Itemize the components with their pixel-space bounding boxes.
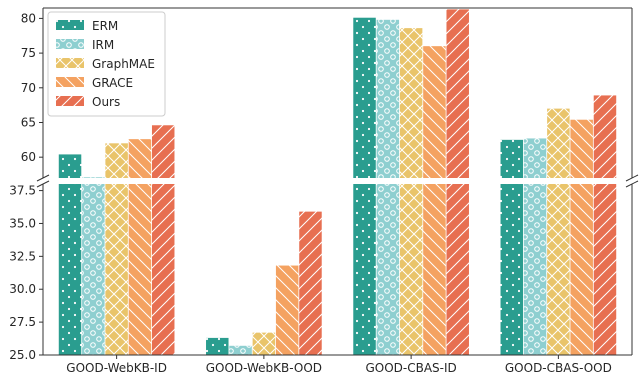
lower-y-tick-label: 30.0: [9, 282, 36, 296]
axes: 60 65 70 75 80 25.0 27.5 30.0 32.5 35.0 37.5 GOOD-W…: [9, 7, 639, 375]
x-tick-label: GOOD-WebKB-OOD: [206, 361, 322, 375]
axis-break-mark: [625, 180, 639, 188]
x-tick-label: GOOD-CBAS-OOD: [505, 361, 612, 375]
lower-y-tick-label: 25.0: [9, 348, 36, 362]
legend-label-grace: GRACE: [92, 76, 133, 90]
axis-break-mark: [36, 180, 50, 188]
bar-grace-good-webkb-ood-lower: [275, 265, 299, 355]
lower-y-tick-label: 27.5: [9, 315, 36, 329]
bar-irm-good-cbas-ood-lower: [523, 184, 547, 355]
legend-swatch-irm: [56, 39, 84, 49]
lower-y-tick-label: 35.0: [9, 216, 36, 230]
axis-break-mark: [625, 174, 639, 182]
bar-grace-good-cbas-id: [423, 46, 446, 178]
legend-label-graphmae: GraphMAE: [92, 57, 155, 71]
legend-label-irm: IRM: [92, 38, 114, 52]
x-tick-label: GOOD-CBAS-ID: [365, 361, 456, 375]
bar-grace-good-cbas-ood: [570, 119, 593, 178]
bar-graphmae-good-cbas-ood-lower: [547, 184, 570, 355]
upper-y-tick-label: 75: [21, 46, 36, 60]
bar-irm-good-webkb-id-lower: [82, 184, 105, 355]
legend-label-erm: ERM: [92, 19, 118, 33]
legend-swatch-graphmae: [56, 58, 84, 68]
lower-y-tick-label: 32.5: [9, 249, 36, 263]
bar-ours-good-webkb-id: [151, 125, 175, 178]
upper-y-tick-label: 80: [21, 11, 36, 25]
bar-ours-good-cbas-id-lower: [446, 184, 469, 355]
legend-swatch-grace: [56, 77, 84, 87]
axis-break-mark: [36, 174, 50, 182]
bar-grace-good-cbas-id-lower: [423, 184, 446, 355]
legend-swatch-ours: [56, 96, 84, 106]
bar-irm-good-webkb-ood-lower: [229, 345, 252, 355]
bar-graphmae-good-webkb-id: [105, 143, 128, 178]
bar-ours-good-cbas-ood-lower: [593, 184, 617, 355]
legend-swatch-erm: [56, 20, 84, 30]
bars: [58, 9, 617, 355]
upper-y-tick-label: 65: [21, 115, 36, 129]
bar-graphmae-good-cbas-ood: [547, 108, 570, 178]
legend: ERM IRM GraphMAE GRACE Ours: [47, 11, 166, 117]
bar-erm-good-webkb-id: [58, 154, 82, 178]
upper-y-tick-label: 70: [21, 81, 36, 95]
bar-graphmae-good-cbas-id-lower: [399, 184, 423, 355]
bar-grace-good-webkb-id-lower: [128, 184, 152, 355]
bar-ours-good-cbas-ood: [593, 95, 617, 178]
x-tick-label: GOOD-WebKB-ID: [66, 361, 167, 375]
bar-irm-good-cbas-id: [376, 19, 400, 179]
bar-erm-good-webkb-ood-lower: [206, 337, 229, 355]
bar-ours-good-webkb-ood-lower: [299, 211, 322, 355]
bar-ours-good-webkb-id-lower: [151, 184, 175, 355]
bar-irm-good-cbas-id-lower: [376, 184, 400, 355]
upper-y-tick-label: 60: [21, 150, 36, 164]
bar-erm-good-cbas-ood: [500, 139, 524, 178]
bar-graphmae-good-webkb-ood-lower: [252, 332, 276, 355]
bar-graphmae-good-cbas-id: [399, 28, 423, 178]
bar-irm-good-cbas-ood: [523, 138, 547, 178]
bar-erm-good-cbas-id: [353, 17, 376, 179]
bar-erm-good-cbas-id-lower: [353, 184, 376, 355]
lower-y-tick-label: 37.5: [9, 184, 36, 198]
bar-erm-good-cbas-ood-lower: [500, 184, 524, 355]
bar-irm-good-webkb-id: [82, 177, 105, 178]
legend-box: [47, 11, 166, 117]
bar-grace-good-webkb-id: [128, 139, 152, 178]
bar-grace-good-cbas-ood-lower: [570, 184, 593, 355]
bar-graphmae-good-webkb-id-lower: [105, 184, 128, 355]
bar-erm-good-webkb-id-lower: [58, 184, 82, 355]
bar-ours-good-cbas-id: [446, 9, 469, 178]
legend-label-ours: Ours: [92, 95, 120, 109]
